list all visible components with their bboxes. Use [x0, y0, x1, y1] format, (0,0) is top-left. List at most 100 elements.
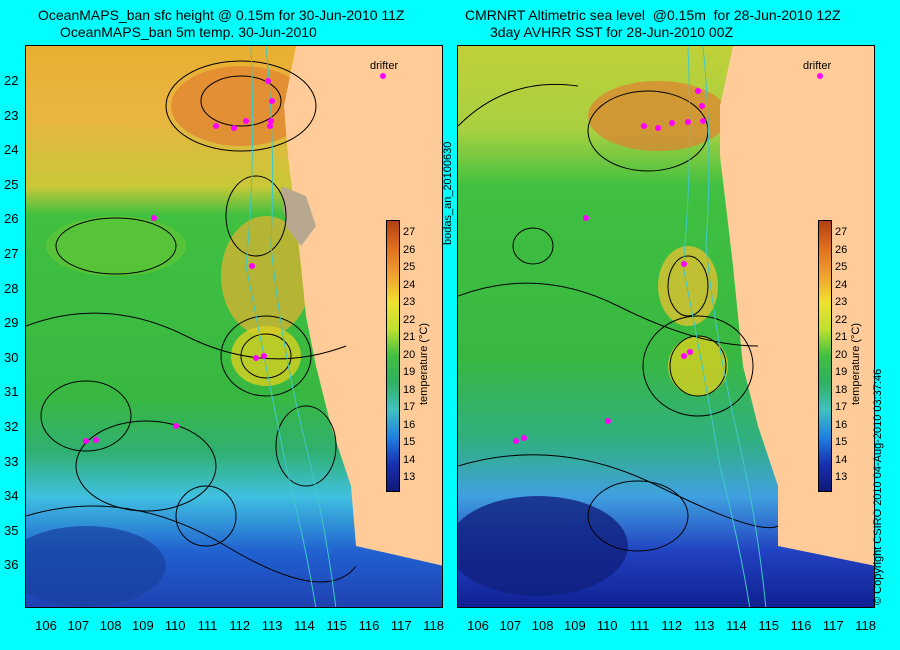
longitude-label: 110 [164, 618, 186, 633]
longitude-label: 117 [390, 618, 412, 633]
latitude-label: 35 [4, 522, 19, 538]
longitude-label: 110 [596, 618, 618, 633]
latitude-label: 28 [4, 280, 19, 296]
colorbar-tick: 22 [403, 313, 416, 326]
colorbar-tick: 13 [403, 471, 416, 483]
right-title-line2: 3day AVHRR SST for 28-Jun-2010 00Z [490, 24, 734, 40]
colorbar-tick: 16 [835, 418, 848, 431]
latitude-label: 29 [4, 315, 19, 331]
colorbar-tick: 27 [835, 226, 848, 238]
colorbar-tick: 19 [403, 366, 416, 378]
colorbar-tick: 14 [835, 453, 848, 466]
colorbar-tick: 17 [835, 401, 848, 413]
warm-tongue [658, 246, 718, 326]
right-drifter-label: drifter [803, 60, 832, 72]
colorbar-tick: 24 [835, 278, 848, 291]
latitude-label: 33 [4, 453, 19, 469]
latitude-label: 31 [4, 384, 19, 400]
longitude-label: 106 [467, 618, 489, 633]
longitude-label: 117 [822, 618, 844, 633]
longitude-label: 112 [229, 618, 251, 633]
left-map-panel [25, 45, 443, 608]
land-gray-area [281, 186, 316, 246]
colorbar-tick: 25 [403, 261, 416, 273]
longitude-label: 114 [294, 618, 315, 633]
longitude-label: 118 [855, 618, 876, 633]
run-id-label: bodas_an_20100630 [442, 141, 454, 245]
right-title-line1: CMRNRT Altimetric sea level @0.15m for 2… [465, 7, 841, 23]
drifter-tracks [513, 73, 823, 444]
land-mass [720, 46, 874, 566]
colorbar-tick: 26 [835, 243, 848, 256]
colorbar-tick: 25 [835, 261, 848, 273]
colorbar-tick: 21 [835, 331, 848, 343]
longitude-label: 111 [197, 618, 218, 633]
latitude-label: 34 [4, 488, 19, 504]
longitude-label: 113 [261, 618, 283, 633]
latitude-label: 25 [4, 176, 19, 192]
colorbar-tick: 18 [835, 383, 848, 396]
left-title-line2: OceanMAPS_ban 5m temp. 30-Jun-2010 [60, 24, 317, 40]
left-colorbar-title: temperature (°C) [418, 322, 430, 405]
longitude-label: 116 [790, 618, 812, 633]
sea-height-contours [26, 60, 357, 583]
copyright-label: © Copyright CSIRO 2010 04-Aug-2010 03:37… [872, 368, 884, 605]
warm-eddy [588, 81, 728, 151]
cold-patch [458, 496, 628, 596]
colorbar-tick: 20 [835, 348, 848, 361]
latitude-label: 32 [4, 419, 19, 434]
drifter-tracks [83, 73, 386, 444]
left-title-line1: OceanMAPS_ban sfc height @ 0.15m for 30-… [38, 7, 405, 23]
colorbar-tick: 21 [403, 331, 416, 343]
longitude-label: 114 [726, 618, 747, 633]
colorbar-tick: 26 [403, 243, 416, 256]
colorbar-tick: 27 [403, 226, 416, 238]
latitude-label: 36 [4, 557, 19, 573]
colorbar-tick: 15 [403, 436, 416, 448]
colorbar-tick: 15 [835, 436, 848, 448]
longitude-label: 112 [661, 618, 683, 633]
colorbar-tick: 24 [403, 278, 416, 291]
longitude-label: 108 [99, 618, 122, 633]
warm-eddy-south [668, 336, 728, 396]
left-map [26, 46, 442, 607]
green-patch [46, 216, 186, 276]
colorbar-tick: 16 [403, 418, 416, 431]
longitude-label: 115 [758, 618, 780, 633]
warm-eddy [171, 66, 311, 146]
right-map-panel [457, 45, 875, 608]
left-drifter-label: drifter [370, 60, 399, 72]
colorbar-tick: 14 [403, 453, 416, 466]
colorbar-tick: 22 [835, 313, 848, 326]
colorbar-tick: 13 [835, 471, 848, 483]
longitude-label: 109 [564, 618, 586, 633]
cold-patch [26, 526, 166, 606]
latitude-label: 23 [4, 107, 19, 123]
longitude-label: 107 [499, 618, 522, 633]
longitude-label: 115 [326, 618, 348, 633]
land-mass [284, 46, 442, 566]
right-colorbar-title: temperature (°C) [850, 322, 862, 405]
colorbar-tick: 23 [835, 296, 848, 308]
isobath-lines [682, 46, 767, 607]
colorbar-tick: 20 [403, 348, 416, 361]
latitude-label: 26 [4, 211, 19, 227]
longitude-label: 109 [132, 618, 154, 633]
colorbar-tick: 23 [403, 296, 416, 308]
right-map [458, 46, 874, 607]
colorbar-tick: 18 [403, 383, 416, 396]
colorbar-tick: 19 [835, 366, 848, 378]
isobath-lines [245, 46, 337, 607]
right-colorbar [818, 220, 832, 492]
warm-tongue [221, 216, 311, 336]
longitude-label: 106 [35, 618, 57, 633]
latitude-label: 24 [4, 142, 19, 158]
longitude-label: 108 [531, 618, 554, 633]
longitude-label: 113 [693, 618, 715, 633]
left-colorbar [386, 220, 400, 492]
longitude-label: 116 [358, 618, 380, 633]
latitude-label: 30 [4, 349, 19, 365]
latitude-label: 27 [4, 246, 19, 261]
latitude-label: 22 [4, 73, 19, 88]
longitude-label: 111 [629, 618, 650, 633]
